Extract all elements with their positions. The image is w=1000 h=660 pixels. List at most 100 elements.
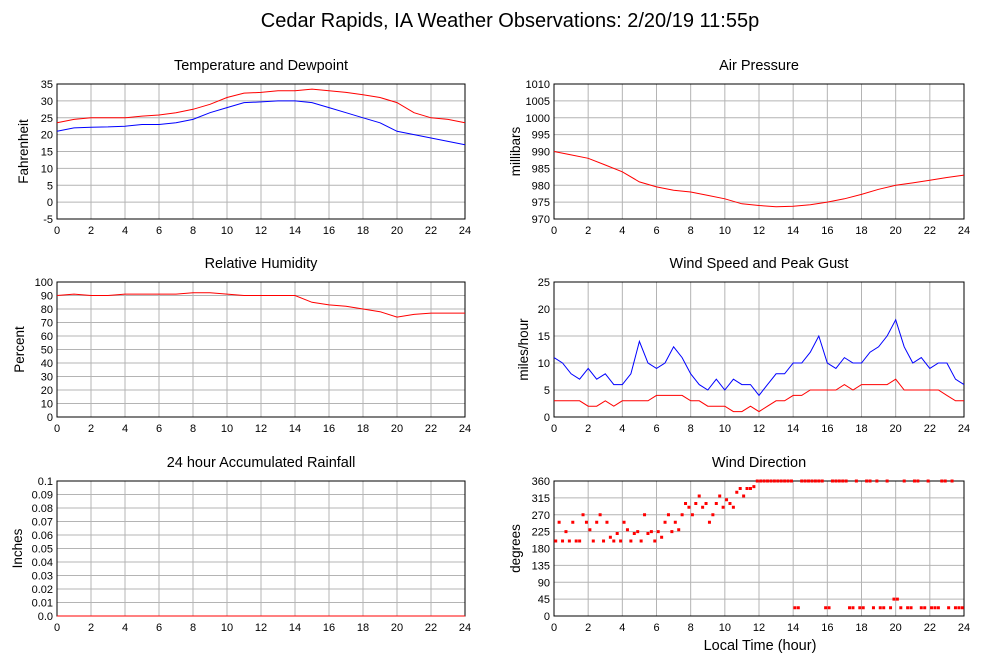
data-point xyxy=(690,513,694,517)
x-tick-label: 4 xyxy=(122,423,128,435)
data-point xyxy=(947,606,951,610)
data-point xyxy=(677,528,681,532)
series-line xyxy=(56,100,466,146)
data-point xyxy=(936,606,940,610)
x-tick-label: 24 xyxy=(459,423,471,435)
data-point xyxy=(851,606,855,610)
data-point xyxy=(875,479,879,483)
y-tick-label: 40 xyxy=(41,358,53,370)
data-point xyxy=(906,606,910,610)
data-point xyxy=(605,520,609,524)
data-point xyxy=(912,479,916,483)
data-point xyxy=(789,479,793,483)
data-point xyxy=(578,539,582,543)
x-tick-label: 12 xyxy=(753,225,765,237)
y-tick-label: 315 xyxy=(532,493,550,505)
data-point xyxy=(731,505,735,509)
x-tick-label: 0 xyxy=(551,622,557,634)
x-tick-label: 0 xyxy=(551,225,557,237)
y-tick-label: 0.04 xyxy=(32,557,53,569)
page-title: Cedar Rapids, IA Weather Observations: 2… xyxy=(261,10,759,32)
x-tick-label: 2 xyxy=(585,225,591,237)
data-point xyxy=(772,479,776,483)
x-tick-label: 12 xyxy=(255,225,267,237)
chart-title: Wind Direction xyxy=(712,455,806,471)
data-point xyxy=(755,479,759,483)
x-tick-label: 0 xyxy=(551,423,557,435)
chart-title: 24 hour Accumulated Rainfall xyxy=(167,455,356,471)
x-tick-label: 2 xyxy=(88,622,94,634)
x-tick-label: 24 xyxy=(958,622,970,634)
x-tick-label: 12 xyxy=(255,622,267,634)
x-tick-label: 6 xyxy=(653,423,659,435)
data-point xyxy=(653,539,657,543)
chart-panel-winddir: 0 2 4 6 8 10 12 14 16 18 20 22 240459013518022527031… xyxy=(508,455,970,634)
y-tick-label: 100 xyxy=(35,277,53,289)
x-tick-label: 16 xyxy=(323,225,335,237)
x-tick-label: 22 xyxy=(425,225,437,237)
x-tick-label: 18 xyxy=(357,622,369,634)
y-tick-label: 20 xyxy=(41,385,53,397)
data-point xyxy=(895,597,899,601)
chart-panel-pressure: 0 2 4 6 8 10 12 14 16 18 20 22 249709759809859909951… xyxy=(508,58,970,237)
data-point xyxy=(813,479,817,483)
y-tick-label: 0 xyxy=(544,412,550,424)
x-tick-label: 4 xyxy=(619,225,625,237)
x-tick-label: 20 xyxy=(391,622,403,634)
x-tick-label: 24 xyxy=(459,622,471,634)
y-tick-label: 0 xyxy=(47,197,53,209)
data-point xyxy=(837,479,841,483)
plot-frame xyxy=(553,480,965,617)
data-point xyxy=(810,479,814,483)
x-tick-label: 22 xyxy=(425,423,437,435)
data-point xyxy=(820,479,824,483)
y-axis-label: Inches xyxy=(10,528,25,568)
chart-panel-temp: 0 2 4 6 8 10 12 14 16 18 20 22 24-505101520253035Tem… xyxy=(16,58,471,237)
data-point xyxy=(602,539,606,543)
x-tick-label: 18 xyxy=(855,423,867,435)
y-tick-label: 995 xyxy=(532,130,550,142)
x-tick-label: 18 xyxy=(855,622,867,634)
y-tick-label: 1005 xyxy=(526,96,550,108)
data-point xyxy=(742,494,746,498)
data-point xyxy=(574,539,578,543)
y-tick-label: 0.05 xyxy=(32,544,53,556)
data-point xyxy=(940,479,944,483)
y-tick-label: 10 xyxy=(41,163,53,175)
data-point xyxy=(615,532,619,535)
data-point xyxy=(632,532,636,535)
chart-panels: 0 2 4 6 8 10 12 14 16 18 20 22 24-505101520253035Tem… xyxy=(10,58,970,634)
data-point xyxy=(694,502,698,505)
data-point xyxy=(684,502,688,505)
x-tick-label: 12 xyxy=(753,423,765,435)
x-tick-label: 10 xyxy=(719,423,731,435)
x-tick-label: 22 xyxy=(924,225,936,237)
chart-title: Wind Speed and Peak Gust xyxy=(670,256,849,272)
y-tick-label: 60 xyxy=(41,331,53,343)
x-tick-label: 4 xyxy=(122,622,128,634)
y-tick-label: 25 xyxy=(538,277,550,289)
data-point xyxy=(779,479,783,483)
y-tick-label: 990 xyxy=(532,147,550,159)
x-tick-label: 24 xyxy=(459,225,471,237)
y-tick-label: 180 xyxy=(532,544,550,556)
x-tick-label: 18 xyxy=(357,423,369,435)
data-point xyxy=(824,606,828,610)
x-axis-label: Local Time (hour) xyxy=(704,638,817,654)
x-tick-label: 16 xyxy=(821,622,833,634)
series-line xyxy=(56,88,466,124)
x-tick-label: 10 xyxy=(719,225,731,237)
data-point xyxy=(625,528,629,532)
y-tick-label: 15 xyxy=(41,147,53,159)
y-tick-label: 270 xyxy=(532,510,550,522)
data-point xyxy=(554,539,558,543)
x-tick-label: 20 xyxy=(391,225,403,237)
data-point xyxy=(800,479,804,483)
y-tick-label: 1010 xyxy=(526,79,550,91)
data-point xyxy=(923,606,927,610)
y-axis-label: miles/hour xyxy=(516,318,531,381)
y-tick-label: 70 xyxy=(41,318,53,330)
data-point xyxy=(916,479,920,483)
y-tick-label: 0.03 xyxy=(32,571,53,583)
